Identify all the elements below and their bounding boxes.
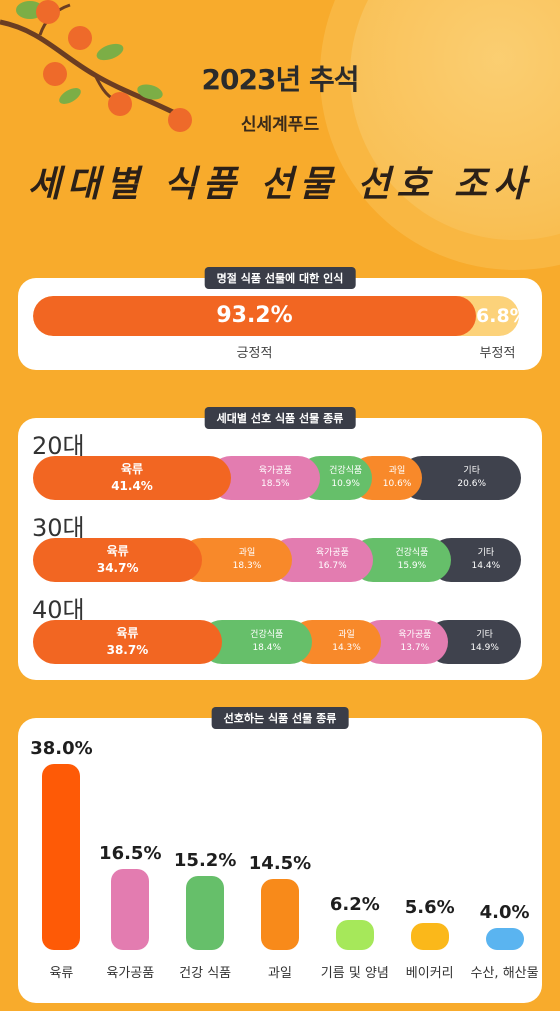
positive-label: 긍정적 bbox=[236, 346, 273, 361]
segment-name: 과일 bbox=[388, 466, 406, 476]
segment-value: 18.5% bbox=[261, 479, 290, 489]
segment-name: 과일 bbox=[238, 548, 256, 558]
segment-value: 10.9% bbox=[331, 479, 360, 489]
segment-name: 건강식품 bbox=[395, 548, 429, 558]
bar-category-label: 육류 bbox=[49, 966, 74, 981]
segment-value: 14.3% bbox=[332, 643, 361, 653]
segment-name: 육류 bbox=[120, 462, 144, 476]
bar-베이커리 bbox=[410, 922, 449, 950]
preference-chart-card: 선호하는 식품 선물 종류 38.0% 육류 16.5% 육가공품 15.2% 건강 식품… bbox=[18, 707, 542, 1003]
bar-과일 bbox=[261, 879, 299, 950]
bar-육가공품 bbox=[111, 869, 150, 950]
brand-name: 신세계푸드 bbox=[240, 115, 320, 135]
bar-value-label: 6.2% bbox=[329, 893, 380, 915]
negative-label: 부정적 bbox=[479, 346, 516, 361]
bar-value-label: 4.0% bbox=[479, 902, 530, 923]
segment-name: 육류 bbox=[106, 544, 129, 558]
segment-value: 18.4% bbox=[252, 643, 282, 653]
chart-title: 선호하는 식품 선물 종류 bbox=[211, 707, 349, 729]
segment-value: 13.7% bbox=[400, 643, 430, 653]
segment-value: 15.9% bbox=[397, 561, 427, 571]
bar-category-label: 과일 bbox=[268, 966, 292, 981]
segment-value: 41.4% bbox=[111, 479, 153, 493]
bar-수산, 해산물 bbox=[485, 928, 524, 950]
segment-value: 10.6% bbox=[382, 479, 412, 489]
segment-name: 기타 bbox=[477, 548, 495, 558]
title-year: 2023년 추석 bbox=[201, 63, 360, 96]
segment-value: 20.6% bbox=[457, 479, 486, 489]
generation-stacked-bar: 육류 34.7% 과일 18.3% 육가공품 16.7% 건강식품 15.9% 기타 14.4% bbox=[33, 538, 521, 582]
segment-name: 육가공품 bbox=[258, 466, 292, 476]
bar-value-label: 16.5% bbox=[99, 843, 162, 865]
positive-value: 93.2% bbox=[216, 303, 293, 328]
segment-name: 과일 bbox=[338, 630, 355, 640]
bar-category-label: 육가공품 bbox=[106, 966, 155, 981]
positive-segment bbox=[33, 296, 476, 336]
negative-value: 6.8% bbox=[476, 305, 519, 327]
bar-category-label: 기름 및 양념 bbox=[320, 966, 389, 981]
segment-name: 기타 bbox=[463, 466, 480, 476]
segment-name: 기타 bbox=[476, 630, 493, 640]
main-title: 세대별 식품 선물 선호 조사 bbox=[27, 163, 533, 205]
bar-value-label: 5.6% bbox=[404, 896, 455, 918]
segment-육류: 육류 41.4% bbox=[33, 456, 232, 500]
bar-value-label: 38.0% bbox=[30, 738, 93, 759]
segment-value: 38.7% bbox=[106, 643, 149, 657]
segment-name: 육가공품 bbox=[398, 630, 432, 640]
bar-기름 및 양념 bbox=[335, 919, 374, 950]
segment-value: 14.9% bbox=[470, 643, 499, 653]
bar-value-label: 15.2% bbox=[173, 849, 237, 871]
age-label: 30대 bbox=[32, 514, 85, 542]
segment-name: 건강식품 bbox=[250, 630, 284, 640]
bar-육류 bbox=[42, 764, 81, 950]
segment-value: 34.7% bbox=[96, 561, 139, 575]
segment-육류: 육류 34.7% bbox=[33, 538, 203, 582]
bar-category-label: 수산, 해산물 bbox=[470, 966, 539, 981]
perception-bar: 93.2% 6.8% bbox=[33, 296, 519, 336]
segment-value: 18.3% bbox=[232, 561, 262, 571]
age-label: 40대 bbox=[32, 596, 85, 624]
segment-value: 14.4% bbox=[471, 561, 501, 571]
bar-건강 식품 bbox=[186, 875, 225, 950]
segment-육류: 육류 38.7% bbox=[33, 620, 222, 664]
segment-value: 16.7% bbox=[318, 561, 347, 571]
bar-category-label: 베이커리 bbox=[405, 966, 454, 981]
generation-stacked-bar: 육류 38.7% 건강식품 18.4% 과일 14.3% 육가공품 13.7% 기타 14.9% bbox=[33, 620, 521, 664]
segment-name: 건강식품 bbox=[329, 466, 363, 476]
bar-value-label: 14.5% bbox=[248, 853, 312, 875]
bar-category-label: 건강 식품 bbox=[179, 966, 232, 981]
perception-card: 명절 식품 선물에 대한 인식 93.2% 6.8% 긍정적 부정적 bbox=[18, 267, 542, 370]
perception-section-label: 명절 식품 선물에 대한 인식 bbox=[204, 267, 356, 289]
age-label: 20대 bbox=[32, 432, 85, 460]
segment-name: 육류 bbox=[116, 626, 139, 640]
segment-name: 육가공품 bbox=[315, 548, 349, 558]
persimmon-branch-illustration bbox=[0, 0, 192, 132]
generation-section-label: 세대별 선호 식품 선물 종류 bbox=[204, 407, 356, 429]
generation-stacked-bar: 육류 41.4% 육가공품 18.5% 건강식품 10.9% 과일 10.6% 기타 20.6% bbox=[33, 456, 521, 500]
